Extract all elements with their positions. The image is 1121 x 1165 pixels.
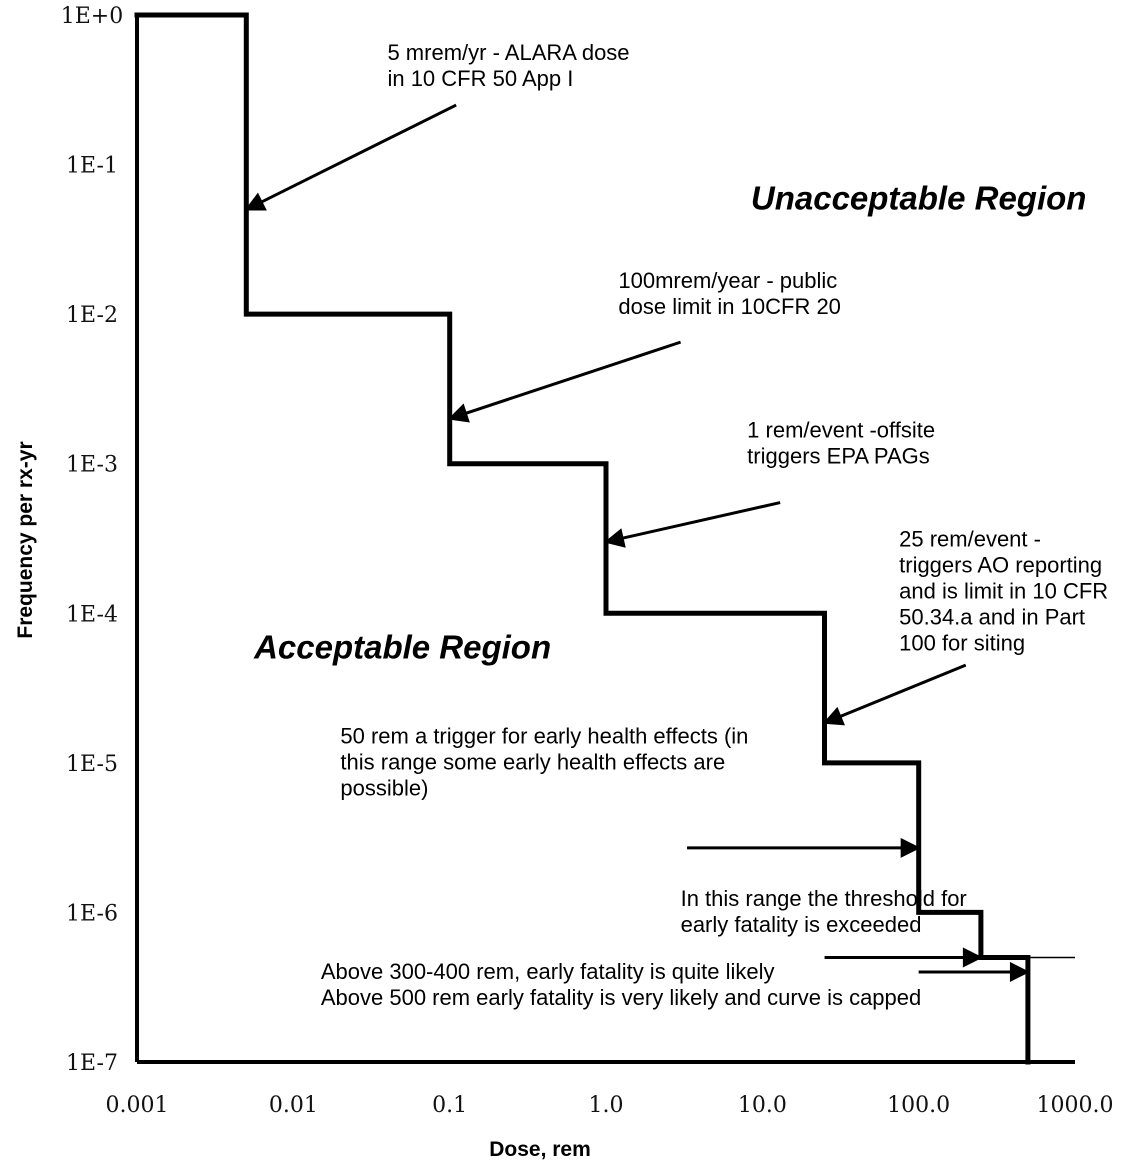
x-tick-label: 0.1 <box>432 1093 467 1118</box>
y-tick-label: 1E-1 <box>66 154 118 179</box>
annotation-line: early fatality is exceeded <box>681 912 922 937</box>
annotation: 25 rem/event -triggers AO reporting and i… <box>822 526 1108 726</box>
x-tick-label: 10.0 <box>738 1093 787 1118</box>
annotation-line: 1 rem/event -offsite <box>747 417 935 442</box>
step-curve-line <box>134 12 1031 1065</box>
x-tick-label: 1000.0 <box>1037 1093 1114 1118</box>
y-tick-label: 1E-3 <box>66 453 118 478</box>
y-tick-label: 1E+0 <box>61 4 124 29</box>
x-tick-label: 0.001 <box>106 1093 169 1118</box>
annotation-arrow <box>822 663 967 726</box>
y-tick-label: 1E-7 <box>66 1051 118 1076</box>
annotation-line: this range some early health effects are <box>340 749 725 774</box>
y-tick-label: 1E-6 <box>66 901 118 926</box>
y-tick-label: 1E-2 <box>66 303 118 328</box>
y-tick-label: 1E-4 <box>66 602 118 627</box>
annotation-line: 5 mrem/yr - ALARA dose <box>387 40 629 65</box>
annotation-arrow <box>604 501 781 548</box>
annotation-text: 1 rem/event -offsite triggers EPA PAGs <box>747 417 935 468</box>
x-axis-title: Dose, rem <box>489 1138 591 1161</box>
annotation-line: triggers AO reporting <box>899 552 1102 577</box>
region-label: Acceptable Region <box>253 628 551 665</box>
annotation-arrow <box>244 103 457 211</box>
annotation: 100mrem/year - public dose limit in 10CFR… <box>447 268 841 423</box>
annotation-line: Above 300-400 rem, early fatality is qui… <box>321 959 775 984</box>
annotation-line: triggers EPA PAGs <box>747 443 930 468</box>
annotation: 50 rem a trigger for early health effect… <box>340 723 921 858</box>
annotation-line: In this range the threshold for <box>681 886 967 911</box>
annotation: 1 rem/event -offsite triggers EPA PAGs <box>604 417 935 548</box>
annotation-line: 25 rem/event - <box>899 526 1041 551</box>
annotation-line: and is limit in 10 CFR <box>899 578 1108 603</box>
annotation-text: 100mrem/year - public dose limit in 10CFR… <box>618 268 841 319</box>
annotation-text: 25 rem/event -triggers AO reporting and i… <box>899 526 1108 655</box>
x-tick-label: 0.01 <box>269 1093 318 1118</box>
annotation-line: in 10 CFR 50 App I <box>387 66 573 91</box>
annotation-line: 100 for siting <box>899 630 1025 655</box>
y-axis-title: Frequency per rx-yr <box>14 441 37 638</box>
annotation-line: Above 500 rem early fatality is very lik… <box>321 985 921 1010</box>
annotation-line: 100mrem/year - public <box>618 268 837 293</box>
annotation-arrow <box>447 340 682 423</box>
x-tick-label: 1.0 <box>589 1093 624 1118</box>
region-label: Unacceptable Region <box>751 180 1087 217</box>
annotation-line: 50.34.a and in Part <box>899 604 1085 629</box>
annotation: 5 mrem/yr - ALARA dose in 10 CFR 50 App I <box>244 40 630 211</box>
annotation: Above 300-400 rem, early fatality is qui… <box>321 959 1030 1010</box>
annotation-line: dose limit in 10CFR 20 <box>618 294 841 319</box>
annotation: In this range the threshold for early fat… <box>681 886 983 968</box>
annotation-line: 50 rem a trigger for early health effect… <box>340 723 748 748</box>
annotation-text: 50 rem a trigger for early health effect… <box>340 723 748 800</box>
annotation-text: Above 300-400 rem, early fatality is qui… <box>321 959 921 1010</box>
annotation-text: In this range the threshold for early fat… <box>681 886 967 937</box>
x-tick-label: 100.0 <box>887 1093 950 1118</box>
annotation-line: possible) <box>340 775 428 800</box>
y-tick-label: 1E-5 <box>66 752 118 777</box>
annotation-text: 5 mrem/yr - ALARA dose in 10 CFR 50 App I <box>387 40 629 91</box>
